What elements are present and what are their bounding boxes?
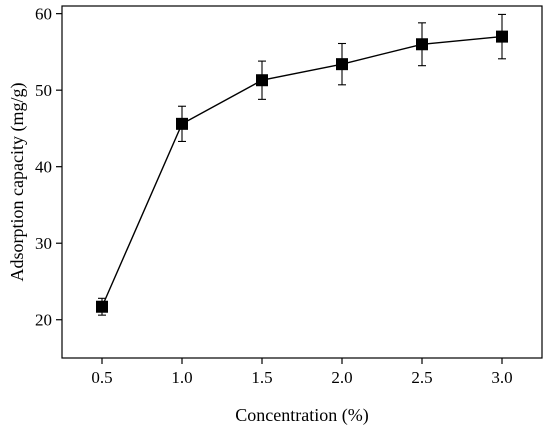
x-tick-label: 1.5	[251, 368, 272, 387]
y-axis-title: Adsorption capacity (mg/g)	[7, 83, 28, 282]
x-tick-label: 1.0	[171, 368, 192, 387]
x-tick-label: 2.5	[411, 368, 432, 387]
x-axis-title: Concentration (%)	[235, 405, 368, 426]
y-tick-label: 50	[35, 81, 52, 100]
data-point	[496, 30, 508, 43]
x-axis: 0.5 1.0 1.5 2.0 2.5 3.0	[91, 358, 513, 387]
data-point	[96, 300, 108, 313]
y-tick-label: 20	[35, 311, 52, 330]
x-tick-label: 3.0	[491, 368, 512, 387]
data-point	[336, 58, 348, 71]
data-point	[176, 117, 188, 130]
y-tick-label: 60	[35, 5, 52, 24]
data-point	[256, 74, 268, 87]
y-tick-label: 40	[35, 158, 52, 177]
y-tick-label: 30	[35, 234, 52, 253]
x-tick-label: 0.5	[91, 368, 112, 387]
x-tick-label: 2.0	[331, 368, 352, 387]
y-axis: 20 30 40 50 60	[35, 5, 62, 330]
data-series	[96, 13, 508, 316]
series-line	[101, 35, 503, 308]
data-point	[416, 38, 428, 51]
plot-frame	[61, 5, 543, 359]
